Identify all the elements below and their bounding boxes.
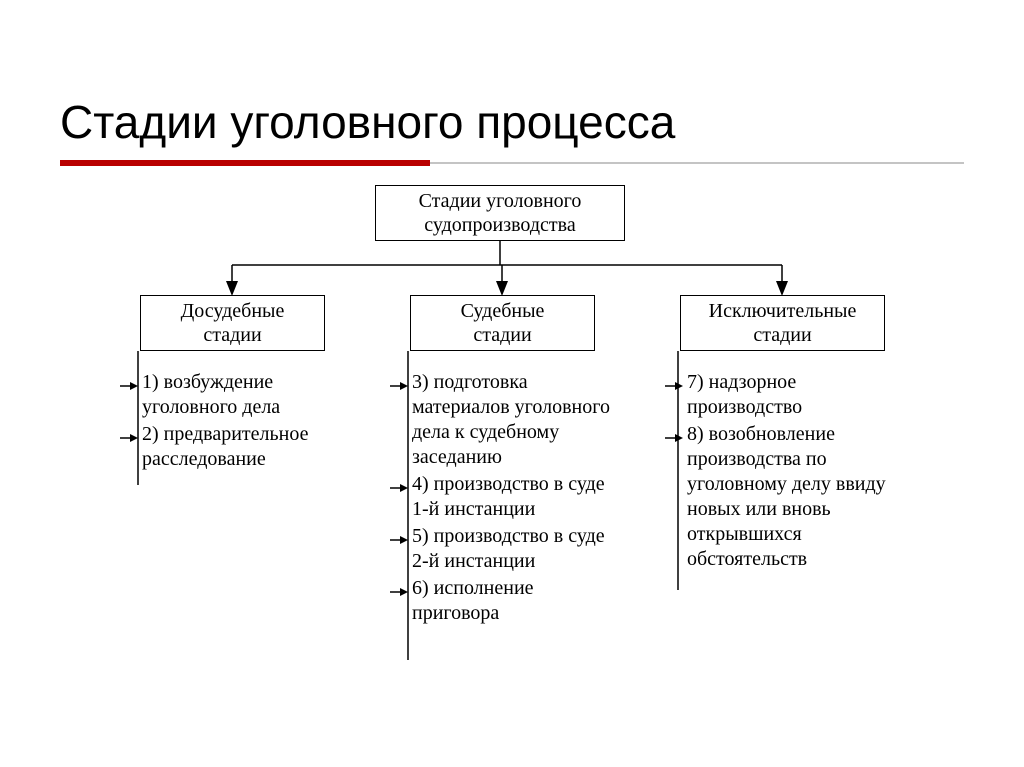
- list-item: 3) подготовка материалов уголовно­го дел…: [390, 370, 625, 470]
- list-item: 5) производство в суде 2-й инстанции: [390, 524, 625, 574]
- list-item-text: 1) возбуждение уголовного дела: [142, 371, 280, 418]
- list-item-text: 4) производство в суде 1-й инстанции: [412, 473, 605, 520]
- list-item-text: 3) подготовка материалов уголовно­го дел…: [412, 371, 610, 468]
- arrow-right-icon: [120, 433, 138, 443]
- arrow-right-icon: [665, 433, 683, 443]
- list-item: 4) производство в суде 1-й инстанции: [390, 472, 625, 522]
- branch-node: Судебные стадии: [410, 295, 595, 351]
- list-item-text: 2) предварительное расследование: [142, 423, 308, 470]
- arrow-right-icon: [390, 483, 408, 493]
- list-item-text: 7) надзорное производство: [687, 371, 802, 418]
- underline-gray: [430, 162, 964, 164]
- arrow-right-icon: [390, 587, 408, 597]
- list-item-text: 5) производство в суде 2-й инстанции: [412, 525, 605, 572]
- diagram: Стадии уголовного судопроизводства Досуд…: [120, 185, 910, 695]
- list-item: 6) исполнение приговора: [390, 576, 625, 626]
- branch-node: Исключительные стадии: [680, 295, 885, 351]
- arrow-right-icon: [390, 381, 408, 391]
- list-item-text: 8) возобновление производства по уголовн…: [687, 423, 886, 570]
- arrow-right-icon: [665, 381, 683, 391]
- list-item: 7) надзорное производство: [665, 370, 915, 420]
- branch-item-list: 1) возбуждение уголовного дела 2) предвар…: [120, 370, 335, 474]
- branch-item-list: 3) подготовка материалов уголовно­го дел…: [390, 370, 625, 628]
- root-node: Стадии уголовного судопроизводства: [375, 185, 625, 241]
- arrow-right-icon: [390, 535, 408, 545]
- list-item: 8) возобновление производства по уголовн…: [665, 422, 915, 572]
- list-item-text: 6) исполнение приговора: [412, 577, 534, 624]
- branch-node: Досудебные стадии: [140, 295, 325, 351]
- branch-item-list: 7) надзорное производство 8) возобновлени…: [665, 370, 915, 574]
- list-item: 2) предварительное расследование: [120, 422, 335, 472]
- slide: Стадии уголовного процесса Стадии уголов…: [0, 0, 1024, 767]
- page-title: Стадии уголовного процесса: [60, 95, 675, 149]
- list-item: 1) возбуждение уголовного дела: [120, 370, 335, 420]
- arrow-right-icon: [120, 381, 138, 391]
- underline-red: [60, 160, 430, 166]
